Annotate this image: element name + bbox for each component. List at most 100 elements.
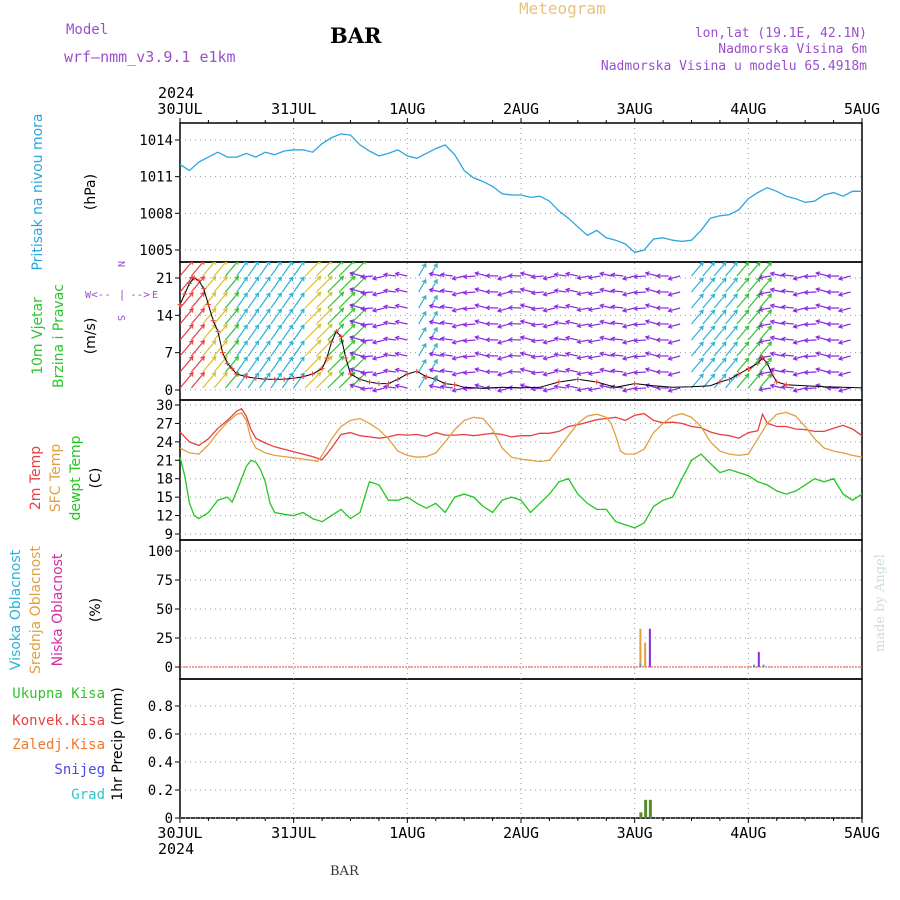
wind-arrow-head: [300, 324, 305, 330]
wind-arrow: [350, 288, 363, 293]
y-tick-label: 1014: [139, 133, 173, 149]
wind-arrow: [270, 308, 282, 325]
wind-arrow-head: [222, 371, 228, 377]
wind-arrow: [372, 387, 385, 392]
wind-arrow-head: [699, 293, 704, 299]
wind-arrow-head: [300, 292, 305, 298]
wind-arrow-head: [733, 277, 738, 283]
wind-arrow: [213, 356, 228, 373]
wind-arrow: [668, 307, 681, 312]
wind-arrow-head: [485, 289, 491, 295]
wind-arrow: [804, 355, 817, 358]
wind-arrow-head: [300, 356, 305, 362]
year-top: 2024: [158, 84, 194, 102]
wind-arrow: [816, 288, 829, 293]
wind-arrow: [770, 368, 783, 373]
wind-arrow-field: [180, 262, 851, 393]
wind-arrow: [350, 352, 363, 357]
wind-arrow: [759, 371, 772, 375]
wind-arrow: [565, 336, 578, 341]
wind-arrow-head: [767, 293, 773, 299]
bottom-date-label: 30JUL: [157, 824, 202, 842]
wind-arrow: [531, 387, 544, 390]
wind-arrow-head: [837, 387, 844, 393]
wind-arrow: [622, 307, 635, 312]
wind-arrow: [395, 368, 408, 373]
wind-arrow-head: [243, 276, 248, 282]
wind-arrow: [452, 291, 465, 296]
wind-arrow: [622, 323, 635, 328]
wind-arrow-head: [826, 289, 832, 295]
wind-arrow: [736, 293, 749, 309]
wind-arrow-head: [667, 307, 673, 313]
wind-arrow: [588, 323, 601, 327]
wind-arrow-head: [667, 339, 673, 345]
wind-arrow: [645, 272, 658, 277]
wind-arrow: [543, 291, 556, 296]
wind-arrow: [577, 275, 590, 279]
wind-arrow-head: [277, 356, 282, 362]
wind-arrow-head: [699, 277, 704, 283]
wind-arrow-head: [300, 340, 305, 346]
wind-arrow: [440, 321, 453, 325]
wind-arrow-head: [327, 291, 333, 297]
wind-arrow-head: [254, 324, 260, 330]
wind-arrow: [350, 272, 363, 277]
wind-arrow-head: [667, 275, 673, 281]
wind-arrow: [645, 320, 658, 325]
wind-arrow-head: [621, 371, 628, 377]
wind-arrow: [350, 384, 363, 389]
wind-arrow: [736, 373, 749, 389]
wind-arrow: [225, 372, 239, 389]
wind-arrow: [247, 356, 260, 373]
wind-arrow-head: [621, 339, 628, 345]
wind-arrow: [429, 336, 442, 341]
wind-arrow: [497, 323, 510, 328]
wind-arrow-head: [474, 271, 480, 277]
wind-arrow: [645, 368, 658, 373]
wind-arrow-head: [288, 262, 294, 266]
wind-arrow: [600, 272, 613, 277]
wind-arrow-head: [254, 276, 260, 282]
wind-arrow: [816, 368, 829, 373]
wind-arrow-head: [211, 262, 216, 265]
wind-arrow-head: [767, 357, 773, 363]
wind-arrow: [781, 370, 794, 373]
wind-arrow-head: [710, 293, 716, 299]
wind-arrow-head: [837, 307, 844, 313]
wind-arrow: [622, 275, 635, 280]
y-tick-label: 0.8: [148, 699, 173, 715]
chart-marks: [177, 133, 863, 818]
wind-arrow: [259, 340, 271, 357]
wind-arrow-head: [655, 337, 661, 343]
ukupna-label: Ukupna Kisa: [12, 686, 105, 702]
wind-arrow-head: [564, 319, 571, 325]
wind-arrow-head: [721, 293, 727, 299]
wind-arrow-head: [542, 291, 548, 297]
wind-arrow-head: [382, 368, 388, 374]
gust-marker: [191, 275, 197, 281]
wind-arrow: [577, 291, 590, 295]
y-tick-label: 21: [156, 271, 173, 287]
wind-arrow: [600, 384, 613, 389]
wind-arrow-head: [655, 321, 661, 327]
wind-arrow-head: [300, 308, 305, 314]
wind-arrow: [781, 354, 794, 357]
wind-arrow: [702, 277, 715, 293]
wind-arrow: [565, 368, 578, 373]
wind-arrow-head: [758, 322, 764, 328]
dewpt-label: dewpt Temp: [68, 435, 84, 520]
wind-arrow-head: [564, 287, 571, 293]
wind-arrow-head: [826, 321, 832, 327]
wind-arrow: [395, 384, 408, 389]
wind-arrow-head: [433, 326, 438, 332]
wind-arrow: [838, 291, 851, 296]
wind-arrow-head: [587, 290, 593, 296]
wind-arrow-head: [421, 358, 427, 364]
wind-arrow-head: [826, 353, 832, 359]
wind-arrow: [554, 289, 567, 293]
top-date-label: 5AUG: [844, 100, 880, 118]
wind-arrow-head: [530, 306, 536, 312]
wind-arrow: [225, 276, 239, 293]
